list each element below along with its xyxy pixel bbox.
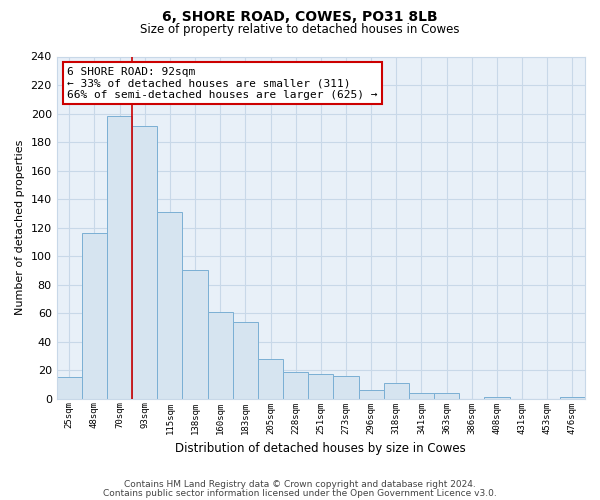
Bar: [157, 212, 182, 398]
Bar: [484, 397, 509, 398]
Bar: [56, 378, 82, 398]
Bar: [283, 372, 308, 398]
Bar: [258, 358, 283, 399]
Bar: [359, 390, 384, 398]
Text: 6 SHORE ROAD: 92sqm
← 33% of detached houses are smaller (311)
66% of semi-detac: 6 SHORE ROAD: 92sqm ← 33% of detached ho…: [67, 67, 378, 100]
Text: Contains HM Land Registry data © Crown copyright and database right 2024.: Contains HM Land Registry data © Crown c…: [124, 480, 476, 489]
Bar: [308, 374, 334, 398]
Bar: [233, 322, 258, 398]
Bar: [384, 383, 409, 398]
Text: Contains public sector information licensed under the Open Government Licence v3: Contains public sector information licen…: [103, 488, 497, 498]
Bar: [409, 393, 434, 398]
Bar: [434, 393, 459, 398]
Bar: [182, 270, 208, 398]
Bar: [208, 312, 233, 398]
Text: Size of property relative to detached houses in Cowes: Size of property relative to detached ho…: [140, 22, 460, 36]
Bar: [107, 116, 132, 398]
Bar: [334, 376, 359, 398]
Y-axis label: Number of detached properties: Number of detached properties: [15, 140, 25, 316]
Text: 6, SHORE ROAD, COWES, PO31 8LB: 6, SHORE ROAD, COWES, PO31 8LB: [162, 10, 438, 24]
Bar: [82, 234, 107, 398]
X-axis label: Distribution of detached houses by size in Cowes: Distribution of detached houses by size …: [175, 442, 466, 455]
Bar: [132, 126, 157, 398]
Bar: [560, 397, 585, 398]
